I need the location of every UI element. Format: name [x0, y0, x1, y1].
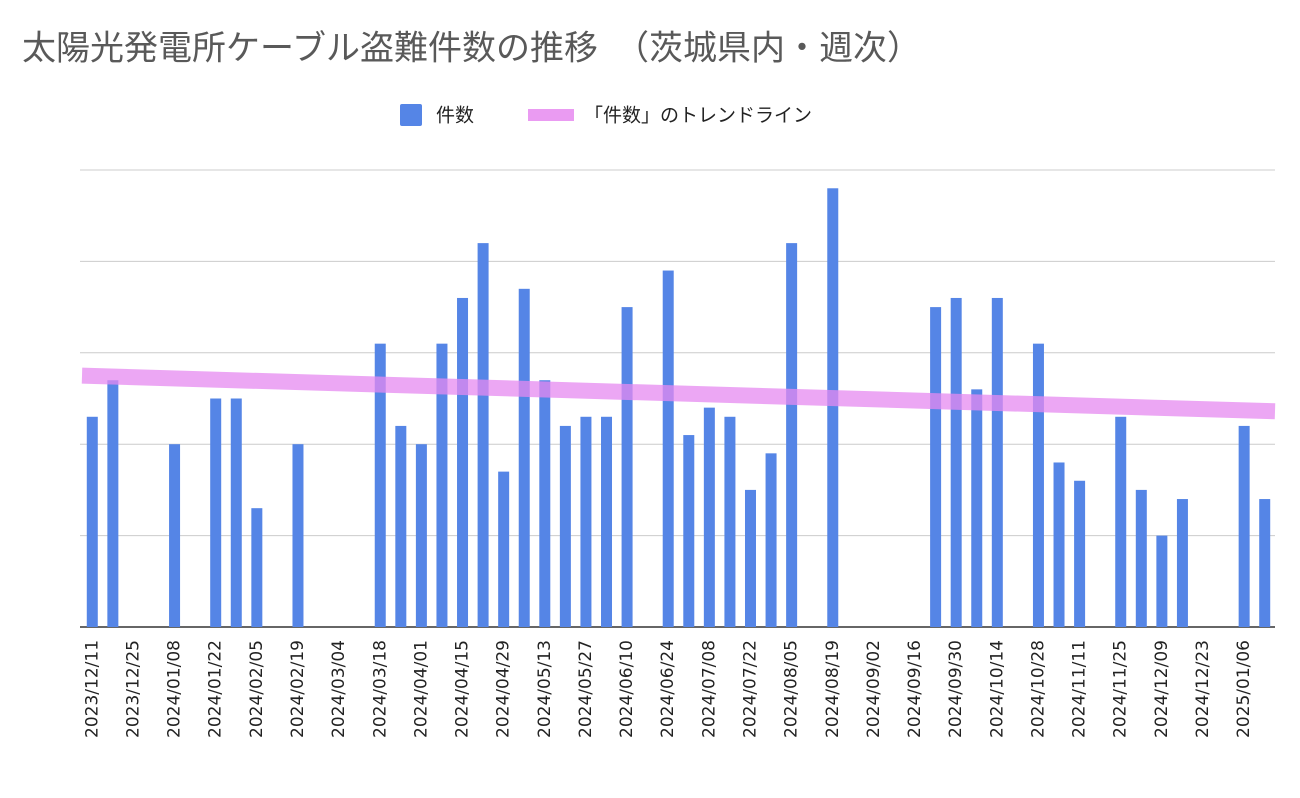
- x-tick-label: 2024/11/25: [1111, 640, 1131, 738]
- bar: [1032, 343, 1044, 627]
- x-tick-label: 2024/10/14: [987, 640, 1007, 738]
- bar: [518, 288, 530, 627]
- bar: [374, 343, 386, 627]
- bar: [971, 389, 983, 627]
- bar: [580, 416, 592, 627]
- bar: [662, 270, 674, 627]
- x-tick-label: 2024/01/22: [206, 640, 226, 738]
- x-tick-label: 2024/02/19: [288, 640, 308, 738]
- bar: [230, 398, 242, 627]
- bar: [991, 297, 1003, 627]
- bar: [1074, 480, 1086, 627]
- bar: [786, 243, 798, 627]
- bar: [498, 471, 510, 627]
- x-tick-label: 2024/09/30: [946, 640, 966, 738]
- legend-label: 「件数」のトレンドライン: [584, 105, 812, 127]
- legend-swatch: [528, 109, 574, 121]
- x-tick-label: 2024/03/04: [329, 640, 349, 738]
- bar: [1176, 499, 1188, 627]
- bar: [292, 444, 304, 627]
- x-tick-label: 2024/03/18: [370, 640, 390, 738]
- bar: [765, 453, 777, 627]
- legend-swatch: [400, 104, 422, 126]
- x-tick-label: 2024/04/01: [411, 640, 431, 738]
- trend-line: [81, 367, 1276, 420]
- bar: [683, 435, 695, 627]
- legend-label: 件数: [436, 105, 474, 127]
- bar: [539, 380, 551, 627]
- bar: [1115, 416, 1127, 627]
- bar: [930, 307, 942, 627]
- x-tick-label: 2024/08/19: [823, 640, 843, 738]
- x-tick-label: 2024/07/08: [699, 640, 719, 738]
- bar: [1156, 535, 1168, 627]
- x-tick-label: 2024/12/23: [1193, 640, 1213, 738]
- x-tick-label: 2023/12/11: [82, 640, 102, 738]
- bar: [210, 398, 222, 627]
- bar: [703, 407, 715, 627]
- x-tick-label: 2024/01/08: [165, 640, 185, 738]
- x-tick-label: 2024/04/15: [453, 640, 473, 738]
- x-tick-label: 2024/12/09: [1152, 640, 1172, 738]
- bar: [107, 380, 119, 627]
- bar: [395, 425, 407, 627]
- bar: [457, 297, 469, 627]
- bar: [86, 416, 98, 627]
- x-tick-label: 2024/09/02: [864, 640, 884, 738]
- bar: [950, 297, 962, 627]
- x-tick-label: 2024/05/27: [576, 640, 596, 738]
- bar: [621, 307, 633, 627]
- x-tick-label: 2025/01/06: [1234, 640, 1254, 738]
- x-tick-label: 2024/07/22: [740, 640, 760, 738]
- x-tick-label: 2024/05/13: [535, 640, 555, 738]
- bar: [1135, 489, 1147, 627]
- bar: [415, 444, 427, 627]
- bar: [1053, 462, 1065, 627]
- x-tick-label: 2024/11/11: [1070, 640, 1090, 738]
- bar: [1238, 425, 1250, 627]
- x-tick-label: 2024/08/05: [782, 640, 802, 738]
- bar: [744, 489, 756, 627]
- bar: [601, 416, 613, 627]
- x-tick-label: 2024/06/10: [617, 640, 637, 738]
- x-tick-label: 2023/12/25: [123, 640, 143, 738]
- chart-title: 太陽光発電所ケーブル盗難件数の推移 （茨城県内・週次）: [22, 29, 921, 69]
- bar: [169, 444, 181, 627]
- bar: [251, 508, 263, 627]
- x-tick-label: 2024/10/28: [1028, 640, 1048, 738]
- bar: [827, 188, 839, 627]
- x-tick-label: 2024/04/29: [494, 640, 514, 738]
- bar: [724, 416, 736, 627]
- bar: [436, 343, 448, 627]
- bar: [559, 425, 571, 627]
- x-tick-label: 2024/09/16: [905, 640, 925, 738]
- bar: [1259, 499, 1271, 627]
- x-tick-label: 2024/06/24: [658, 640, 678, 738]
- x-tick-label: 2024/02/05: [247, 640, 267, 738]
- bar: [477, 243, 489, 627]
